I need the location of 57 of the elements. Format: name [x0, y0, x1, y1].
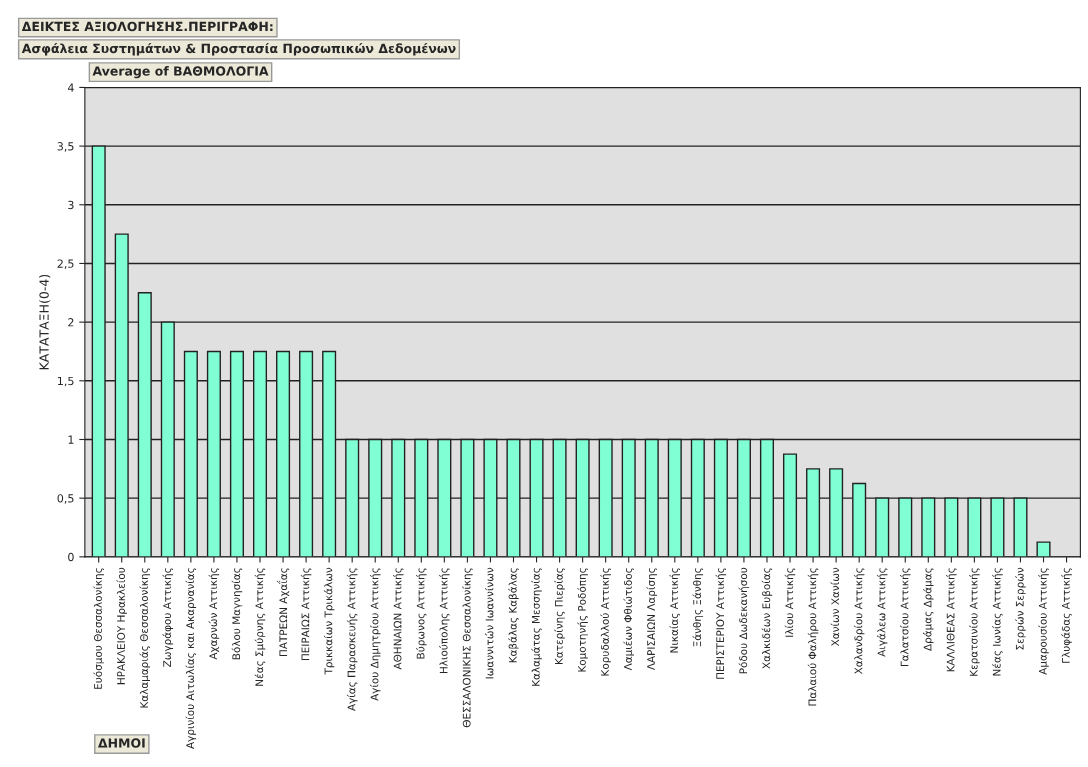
x-tick-label: Ζωγράφου Αττικής — [162, 568, 174, 667]
x-tick-label: ΠΑΤΡΕΩΝ Αχαΐας — [276, 568, 290, 656]
y-tick-label: 2,5 — [57, 259, 74, 269]
x-axis-title: ΔΗΜΟΙ — [97, 738, 145, 748]
x-tick-label: Χαλκιδέων Ευβοίας — [761, 568, 773, 669]
x-tick-label: Παλαιού Φαλήρου Αττικής — [807, 568, 819, 706]
x-tick-label: Γαλατσίου Αττικής — [899, 568, 911, 667]
x-tick-label: Ξάνθης Ξάνθης — [692, 568, 704, 647]
x-tick-label: Κερατσινίου Αττικής — [969, 568, 980, 676]
x-tick-label: Τρικκαίων Τρικάλων — [323, 567, 335, 675]
chart-subtitle: Ασφάλεια Συστημάτων & Προστασία Προσωπικών Δεδομένων — [21, 42, 456, 56]
y-tick-label: 0,5 — [57, 494, 74, 504]
x-tick-label: Κατερίνης Πιερίας — [554, 568, 565, 664]
y-tick-label: 4 — [67, 83, 74, 92]
x-tick-label: ΛΑΡΙΣΑΙΩΝ Λαρίσης — [646, 568, 658, 671]
y-tick-label: 3 — [68, 200, 74, 210]
chart-title: ΔΕΙΚΤΕΣ ΑΞΙΟΛΟΓΗΣΗΣ.ΠΕΡΙΓΡΑΦΗ: — [21, 21, 273, 32]
x-tick-label: Βύρωνος Αττικής — [416, 568, 427, 659]
x-tick-label: ΗΡΑΚΛΕΙΟΥ Ηρακλείου — [116, 567, 127, 685]
x-tick-label: Ηλιούπολης Αττικής — [439, 568, 450, 674]
x-tick-label: ΚΑΛΛΙΘΕΑΣ Αττικής — [946, 568, 957, 672]
x-tick-label: Νέας Ιωνίας Αττικής — [992, 568, 1003, 676]
y-tick-label: 1 — [68, 435, 74, 444]
x-tick-label: Κομοτηνής Ροδόπης — [577, 568, 588, 672]
x-tick-label: Αχαρνών Αττικής — [208, 568, 220, 660]
x-tick-label: Χανίων Χανίων — [830, 567, 840, 647]
x-tick-label: ΘΕΣΣΑΛΟΝΙΚΗΣ Θεσσαλονίκης — [462, 568, 473, 728]
x-tick-label: Κορυδαλλού Αττικής — [600, 568, 611, 676]
x-tick-label: Βόλου Μαγνησίας — [231, 568, 243, 660]
x-tick-label: ΑΘΗΝΑΙΩΝ Αττικής — [393, 568, 404, 670]
x-tick-label: Δράμας Δράμας — [923, 568, 934, 651]
x-tick-label: Αιγάλεω Αττικής — [876, 568, 888, 657]
x-tick-label: Αγίου Δημητρίου Αττικής — [369, 568, 381, 701]
x-tick-label: Ρόδου Δωδεκανήσου — [738, 567, 750, 674]
y-tick-label: 3,5 — [57, 142, 74, 152]
y-axis-title: ΚΑΤΑΤΑΞΗ(0-4) — [39, 274, 51, 370]
x-tick-label: Αγρινίου Αιτωλίας και Ακαρνανίας — [185, 568, 197, 749]
x-tick-label: Καλαμάτας Μεσσηνίας — [531, 568, 542, 686]
x-tick-label: Αγίας Παρασκευής Αττικής — [346, 568, 358, 711]
x-tick-label: Καβάλας Καβάλας — [508, 568, 519, 663]
x-tick-label: Νέας Σμύρνης Αττικής — [254, 568, 266, 686]
x-tick-label: Καλαμαριάς Θεσσαλονίκης — [139, 568, 151, 708]
y-tick-label: 1,5 — [58, 376, 74, 387]
x-tick-label: Ιλίου Αττικής — [784, 568, 796, 637]
x-tick-label: ΠΕΡΙΣΤΕΡΙΟΥ Αττικής — [715, 568, 727, 679]
x-tick-label: Ευόσμου Θεσσαλονίκης — [93, 568, 104, 689]
text: Average of ΒΑΘΜΟΛΟΓΙΑ — [92, 66, 269, 79]
x-tick-label: Αμαρουσίου Αττικής — [1038, 568, 1049, 675]
y-tick-label: 2 — [68, 318, 74, 327]
x-tick-label: Νικαίας Αττικής — [669, 568, 681, 653]
x-tick-label: Γλυφάδας Αττικής — [1061, 568, 1072, 663]
x-tick-label: Χαλανδρίου Αττικής — [853, 568, 865, 675]
x-tick-label: Σερρών Σερρών — [1015, 567, 1026, 650]
x-tick-label: Λαμιέων Φθιώτιδος — [623, 568, 634, 671]
x-tick-label: Ιωαννιτών Ιωαννίνων — [484, 567, 494, 679]
x-tick-label: ΠΕΙΡΑΙΩΣ Αττικής — [300, 568, 312, 661]
y-tick-label: 0 — [68, 552, 74, 562]
